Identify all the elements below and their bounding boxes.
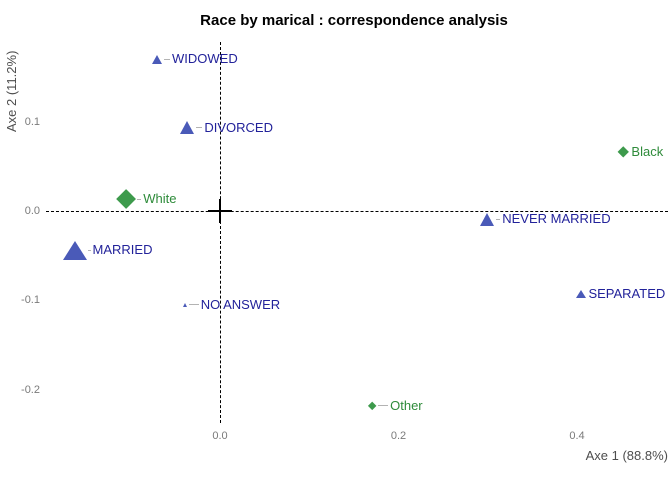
y-tick-label: 0.0 <box>24 205 40 217</box>
label-connector-line <box>137 198 142 200</box>
x-tick-label: 0.2 <box>390 430 407 442</box>
marital-status-marker-triangle <box>152 54 163 64</box>
marital-status-marker-triangle <box>480 212 495 226</box>
horizontal-zero-line <box>46 210 668 212</box>
y-tick-label: 0.1 <box>24 115 40 128</box>
x-tick-label: 0.0 <box>212 430 228 442</box>
label-connector-line <box>87 249 91 251</box>
label-connector-line <box>496 218 501 220</box>
race-marker-diamond <box>368 401 378 411</box>
label-connector-line <box>196 127 203 129</box>
point-label: NEVER MARRIED <box>502 211 611 227</box>
point-label: Black <box>631 144 664 160</box>
chart-title: Race by marical : correspondence analysi… <box>200 12 508 29</box>
y-axis-label: Axe 2 (11.2%) <box>4 50 19 132</box>
point-label: WIDOWED <box>172 51 238 67</box>
race-marker-diamond <box>617 145 630 158</box>
origin-cross-vertical-bar <box>219 199 221 223</box>
y-tick-label: -0.2 <box>21 383 40 396</box>
point-label: Other <box>390 398 423 414</box>
marital-status-marker-triangle <box>180 121 195 135</box>
point-label: SEPARATED <box>588 286 666 302</box>
y-tick-label: -0.1 <box>21 294 40 307</box>
marital-status-marker-triangle <box>576 290 587 299</box>
marital-status-marker-triangle <box>62 240 87 260</box>
label-connector-line <box>378 405 389 407</box>
label-connector-line <box>188 304 199 306</box>
marital-status-marker-triangle <box>182 302 187 307</box>
point-label: MARRIED <box>92 242 153 258</box>
x-axis-label: Axe 1 (88.8%) <box>585 448 668 463</box>
point-label: DIVORCED <box>204 120 273 136</box>
race-marker-diamond <box>116 189 137 210</box>
x-tick-label: 0.4 <box>569 430 585 442</box>
point-label: NO ANSWER <box>200 297 281 313</box>
label-connector-line <box>164 58 171 60</box>
point-label: White <box>143 191 177 207</box>
vertical-zero-line <box>219 42 221 423</box>
